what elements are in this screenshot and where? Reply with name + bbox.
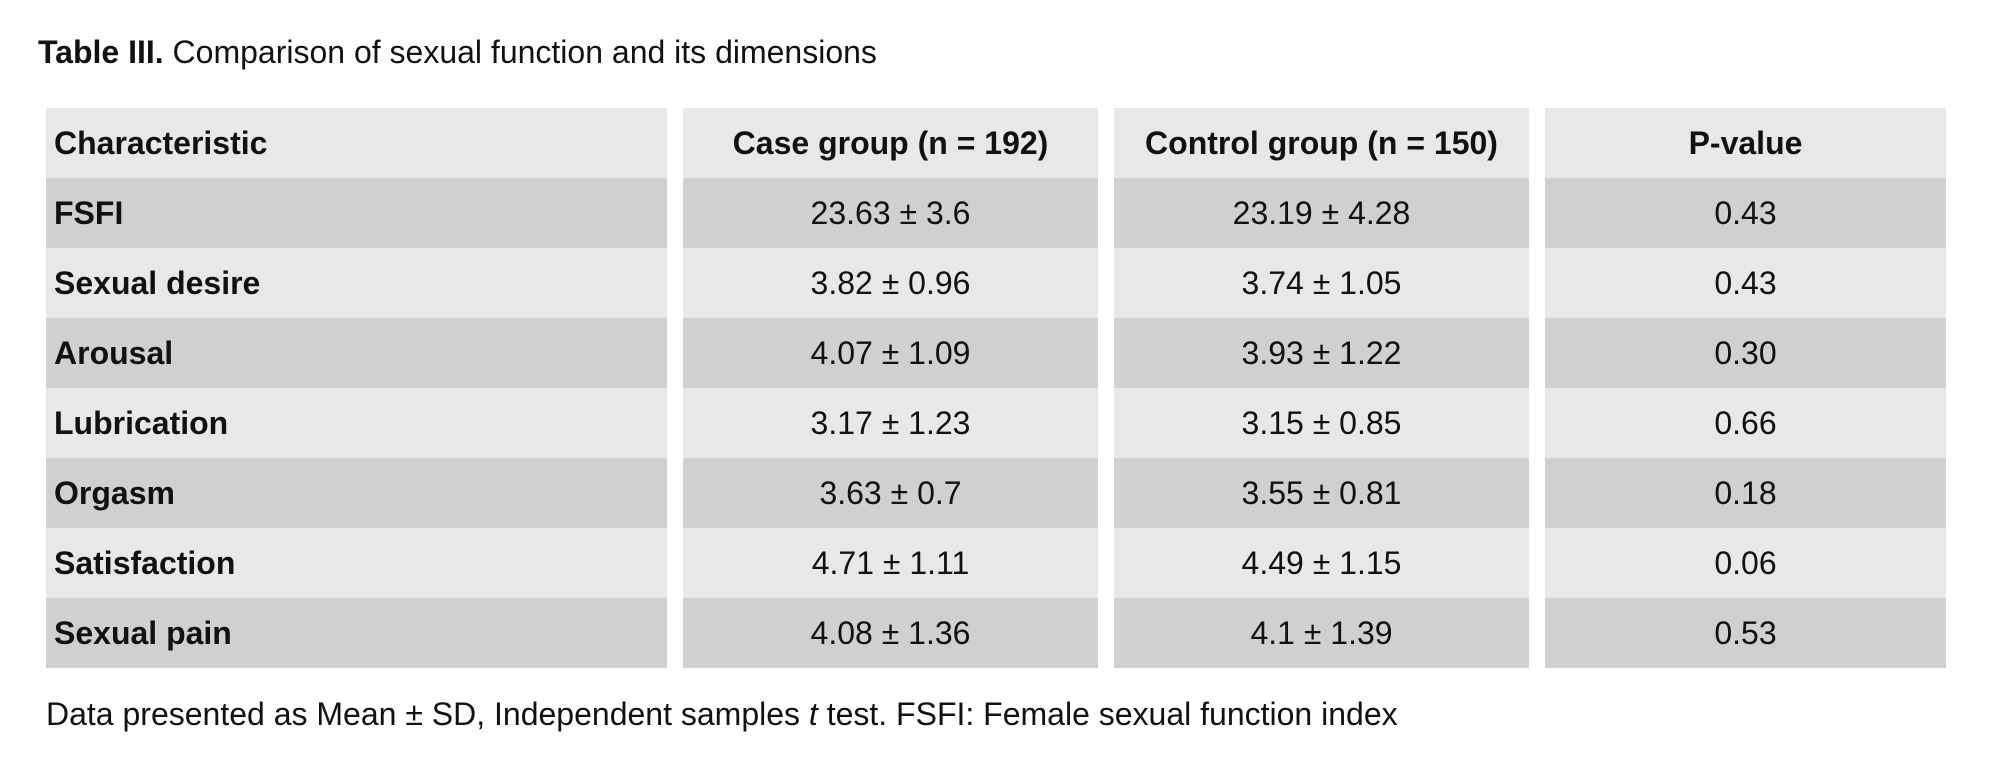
case-group-value: 23.63 ± 3.6 (683, 178, 1098, 248)
table-caption-label: Table III. (38, 34, 164, 70)
case-group-value: 4.71 ± 1.11 (683, 528, 1098, 598)
p-value: 0.66 (1545, 388, 1946, 458)
case-group-value: 3.17 ± 1.23 (683, 388, 1098, 458)
row-label: Orgasm (46, 458, 667, 528)
p-value: 0.43 (1545, 248, 1946, 318)
p-value: 0.43 (1545, 178, 1946, 248)
case-group-value: 3.63 ± 0.7 (683, 458, 1098, 528)
table-caption: Table III. Comparison of sexual function… (38, 30, 877, 74)
footnote-italic-t: t (808, 696, 818, 732)
control-group-value: 3.55 ± 0.81 (1114, 458, 1529, 528)
table-caption-text: Comparison of sexual function and its di… (172, 34, 877, 70)
control-group-value: 3.15 ± 0.85 (1114, 388, 1529, 458)
row-label: Sexual pain (46, 598, 667, 668)
case-group-value: 4.08 ± 1.36 (683, 598, 1098, 668)
comparison-table: Characteristic Case group (n = 192) Cont… (46, 108, 1959, 668)
p-value: 0.18 (1545, 458, 1946, 528)
footnote-text-before: Data presented as Mean ± SD, Independent… (46, 696, 809, 732)
control-group-value: 4.1 ± 1.39 (1114, 598, 1529, 668)
control-group-value: 3.93 ± 1.22 (1114, 318, 1529, 388)
control-group-value: 3.74 ± 1.05 (1114, 248, 1529, 318)
p-value: 0.53 (1545, 598, 1946, 668)
column-header-characteristic: Characteristic (46, 108, 667, 178)
case-group-value: 4.07 ± 1.09 (683, 318, 1098, 388)
table-footnote: Data presented as Mean ± SD, Independent… (46, 692, 1398, 736)
control-group-value: 23.19 ± 4.28 (1114, 178, 1529, 248)
column-header-p-value: P-value (1545, 108, 1946, 178)
p-value: 0.06 (1545, 528, 1946, 598)
case-group-value: 3.82 ± 0.96 (683, 248, 1098, 318)
p-value: 0.30 (1545, 318, 1946, 388)
row-label: Arousal (46, 318, 667, 388)
row-label: Satisfaction (46, 528, 667, 598)
column-header-control-group: Control group (n = 150) (1114, 108, 1529, 178)
column-header-case-group: Case group (n = 192) (683, 108, 1098, 178)
row-label: Sexual desire (46, 248, 667, 318)
row-label: FSFI (46, 178, 667, 248)
footnote-text-after: test. FSFI: Female sexual function index (817, 696, 1398, 732)
control-group-value: 4.49 ± 1.15 (1114, 528, 1529, 598)
row-label: Lubrication (46, 388, 667, 458)
